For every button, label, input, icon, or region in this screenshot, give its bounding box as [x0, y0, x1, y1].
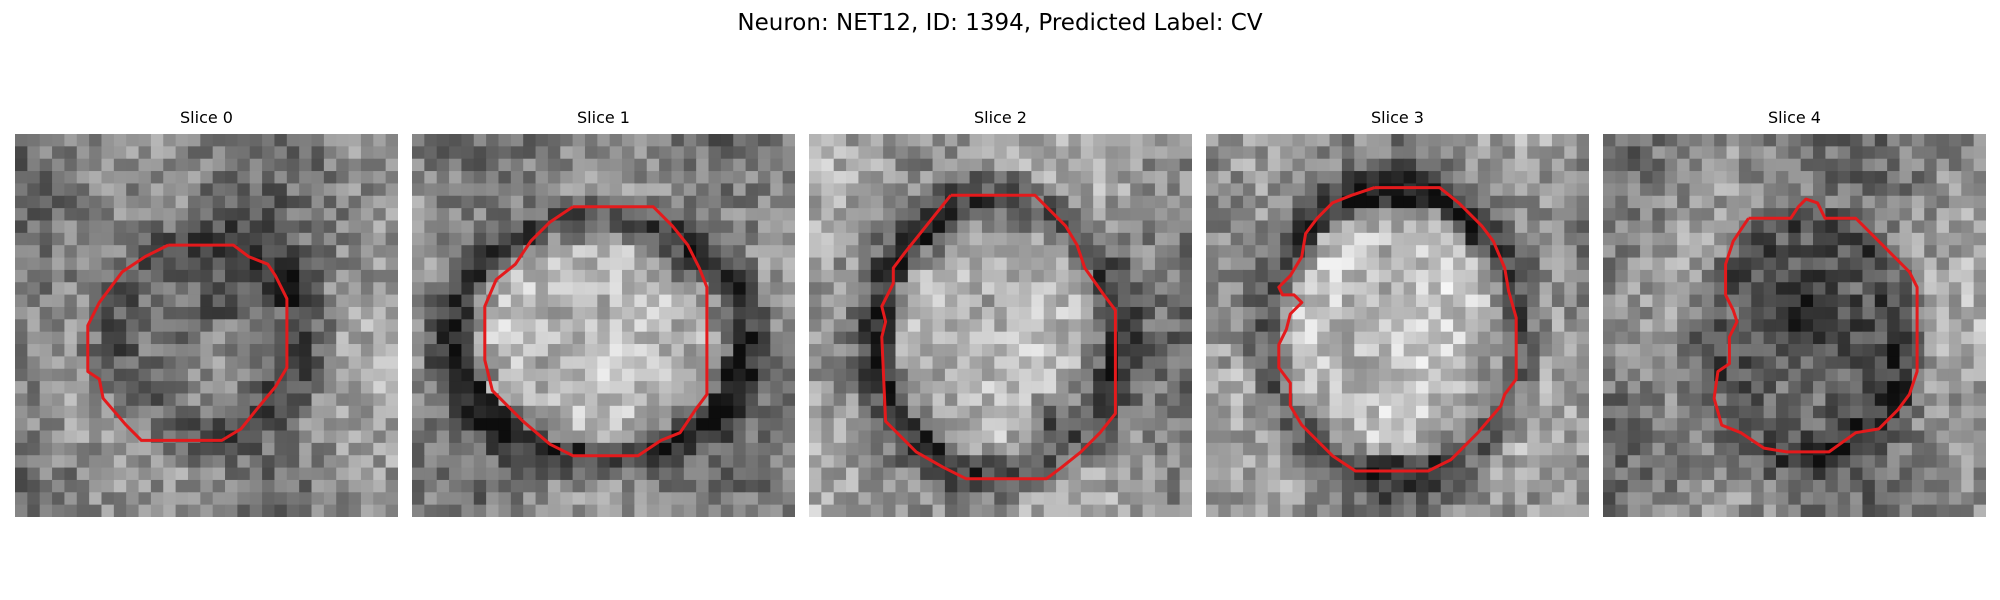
- segmentation-contour: [86, 243, 289, 442]
- slice-title-3: Slice 3: [1371, 108, 1424, 127]
- slice-panel-4: Slice 4: [1603, 108, 1986, 517]
- slice-title-4: Slice 4: [1768, 108, 1821, 127]
- slice-image-0: [15, 134, 398, 517]
- slice-image-1: [412, 134, 795, 517]
- segmentation-contour: [1712, 197, 1919, 454]
- slice-panel-0: Slice 0: [15, 108, 398, 517]
- slice-image-4: [1603, 134, 1986, 517]
- pixel-grid: [809, 134, 1192, 517]
- pixel-grid: [1603, 134, 1986, 517]
- slice-image-2: [809, 134, 1192, 517]
- pixel-grid: [412, 134, 795, 517]
- slice-panel-2: Slice 2: [809, 108, 1192, 517]
- slice-panel-3: Slice 3: [1206, 108, 1589, 517]
- segmentation-contour: [880, 193, 1117, 481]
- slice-title-2: Slice 2: [974, 108, 1027, 127]
- segmentation-contour: [483, 205, 709, 458]
- slice-title-0: Slice 0: [180, 108, 233, 127]
- figure-title: Neuron: NET12, ID: 1394, Predicted Label…: [737, 10, 1263, 36]
- pixel-grid: [15, 134, 398, 517]
- pixel-grid: [1206, 134, 1589, 517]
- slice-image-3: [1206, 134, 1589, 517]
- segmentation-contour: [1277, 186, 1518, 473]
- slice-title-1: Slice 1: [577, 108, 630, 127]
- slice-panel-1: Slice 1: [412, 108, 795, 517]
